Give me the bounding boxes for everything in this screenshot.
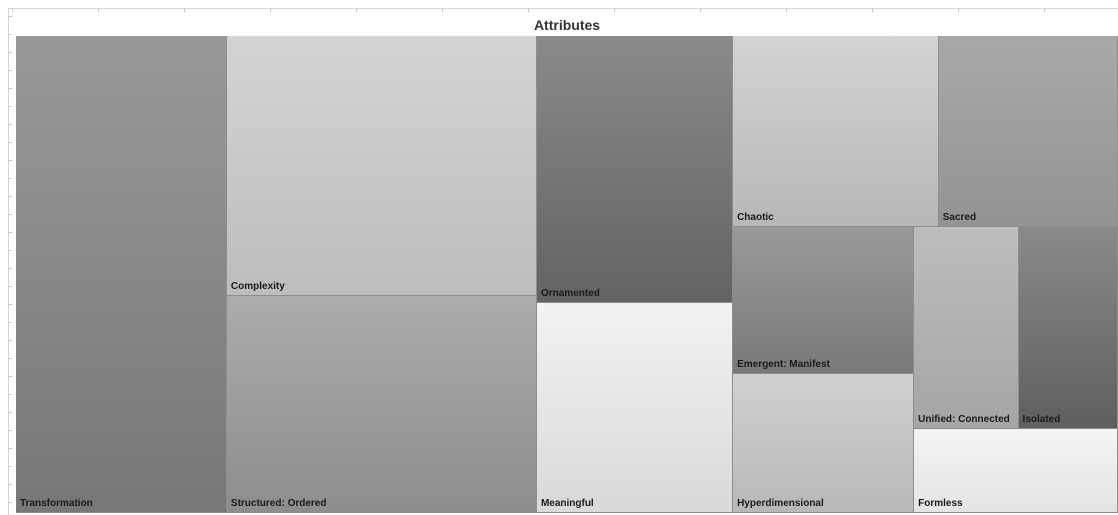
tile-unified-connected: Unified: Connected xyxy=(914,226,1019,430)
ruler-tick xyxy=(8,394,12,395)
tile-structured-ordered: Structured: Ordered xyxy=(226,295,537,513)
tile-label: Isolated xyxy=(1022,414,1061,426)
tile-transformation: Transformation xyxy=(16,36,227,513)
ruler-tick xyxy=(614,8,615,12)
ruler-tick xyxy=(8,412,12,413)
ruler-tick xyxy=(12,8,13,12)
ruler-tick xyxy=(8,304,12,305)
ruler-tick xyxy=(8,70,12,71)
tile-label: Complexity xyxy=(230,280,285,292)
ruler-tick xyxy=(8,376,12,377)
ruler-tick xyxy=(8,502,12,503)
ruler-tick xyxy=(8,286,12,287)
tile-label: Ornamented xyxy=(540,287,600,299)
ruler-tick xyxy=(8,196,12,197)
ruler-tick xyxy=(8,466,12,467)
ruler-tick xyxy=(8,358,12,359)
ruler-tick xyxy=(8,430,12,431)
ruler-tick xyxy=(528,8,529,12)
ruler-tick xyxy=(8,124,12,125)
tile-emergent-manifest: Emergent: Manifest xyxy=(733,226,915,375)
ruler-tick xyxy=(1044,8,1045,12)
tile-isolated: Isolated xyxy=(1018,226,1118,430)
tile-label: Emergent: Manifest xyxy=(737,359,830,371)
ruler-tick xyxy=(700,8,701,12)
ruler-tick xyxy=(8,250,12,251)
ruler-tick xyxy=(8,142,12,143)
ruler-tick xyxy=(8,214,12,215)
ruler-tick xyxy=(442,8,443,12)
tile-complexity: Complexity xyxy=(226,36,537,296)
ruler-tick xyxy=(8,322,12,323)
tile-label: Sacred xyxy=(942,211,977,223)
ruler-tick xyxy=(8,52,12,53)
tile-ornamented: Ornamented xyxy=(536,36,734,303)
ruler-tick xyxy=(8,34,12,35)
ruler-tick xyxy=(8,88,12,89)
ruler-tick xyxy=(8,268,12,269)
ruler-tick xyxy=(872,8,873,12)
ruler-tick xyxy=(184,8,185,12)
ruler-tick xyxy=(8,16,12,17)
ruler-tick xyxy=(356,8,357,12)
tile-label: Hyperdimensional xyxy=(737,497,824,509)
ruler-tick xyxy=(8,484,12,485)
tile-label: Formless xyxy=(918,497,963,509)
ruler-tick xyxy=(8,160,12,161)
ruler-tick xyxy=(8,178,12,179)
tile-label: Structured: Ordered xyxy=(230,497,327,509)
ruler-tick xyxy=(8,232,12,233)
ruler-tick xyxy=(270,8,271,12)
tile-label: Unified: Connected xyxy=(918,414,1010,426)
tile-formless: Formless xyxy=(914,429,1118,513)
tile-label: Chaotic xyxy=(737,211,774,223)
tile-meaningful: Meaningful xyxy=(536,302,734,513)
ruler-tick xyxy=(786,8,787,12)
tile-label: Meaningful xyxy=(540,497,594,509)
chart-title: Attributes xyxy=(533,17,601,33)
top-ruler xyxy=(8,8,1118,11)
tile-label: Transformation xyxy=(20,498,93,509)
tile-chaotic: Chaotic xyxy=(733,36,939,227)
tile-sacred: Sacred xyxy=(938,36,1118,227)
tile-hyperdimensional: Hyperdimensional xyxy=(733,374,915,513)
ruler-tick xyxy=(98,8,99,12)
ruler-tick xyxy=(8,340,12,341)
left-ruler xyxy=(8,8,10,515)
ruler-tick xyxy=(8,448,12,449)
ruler-tick xyxy=(8,106,12,107)
ruler-tick xyxy=(958,8,959,12)
